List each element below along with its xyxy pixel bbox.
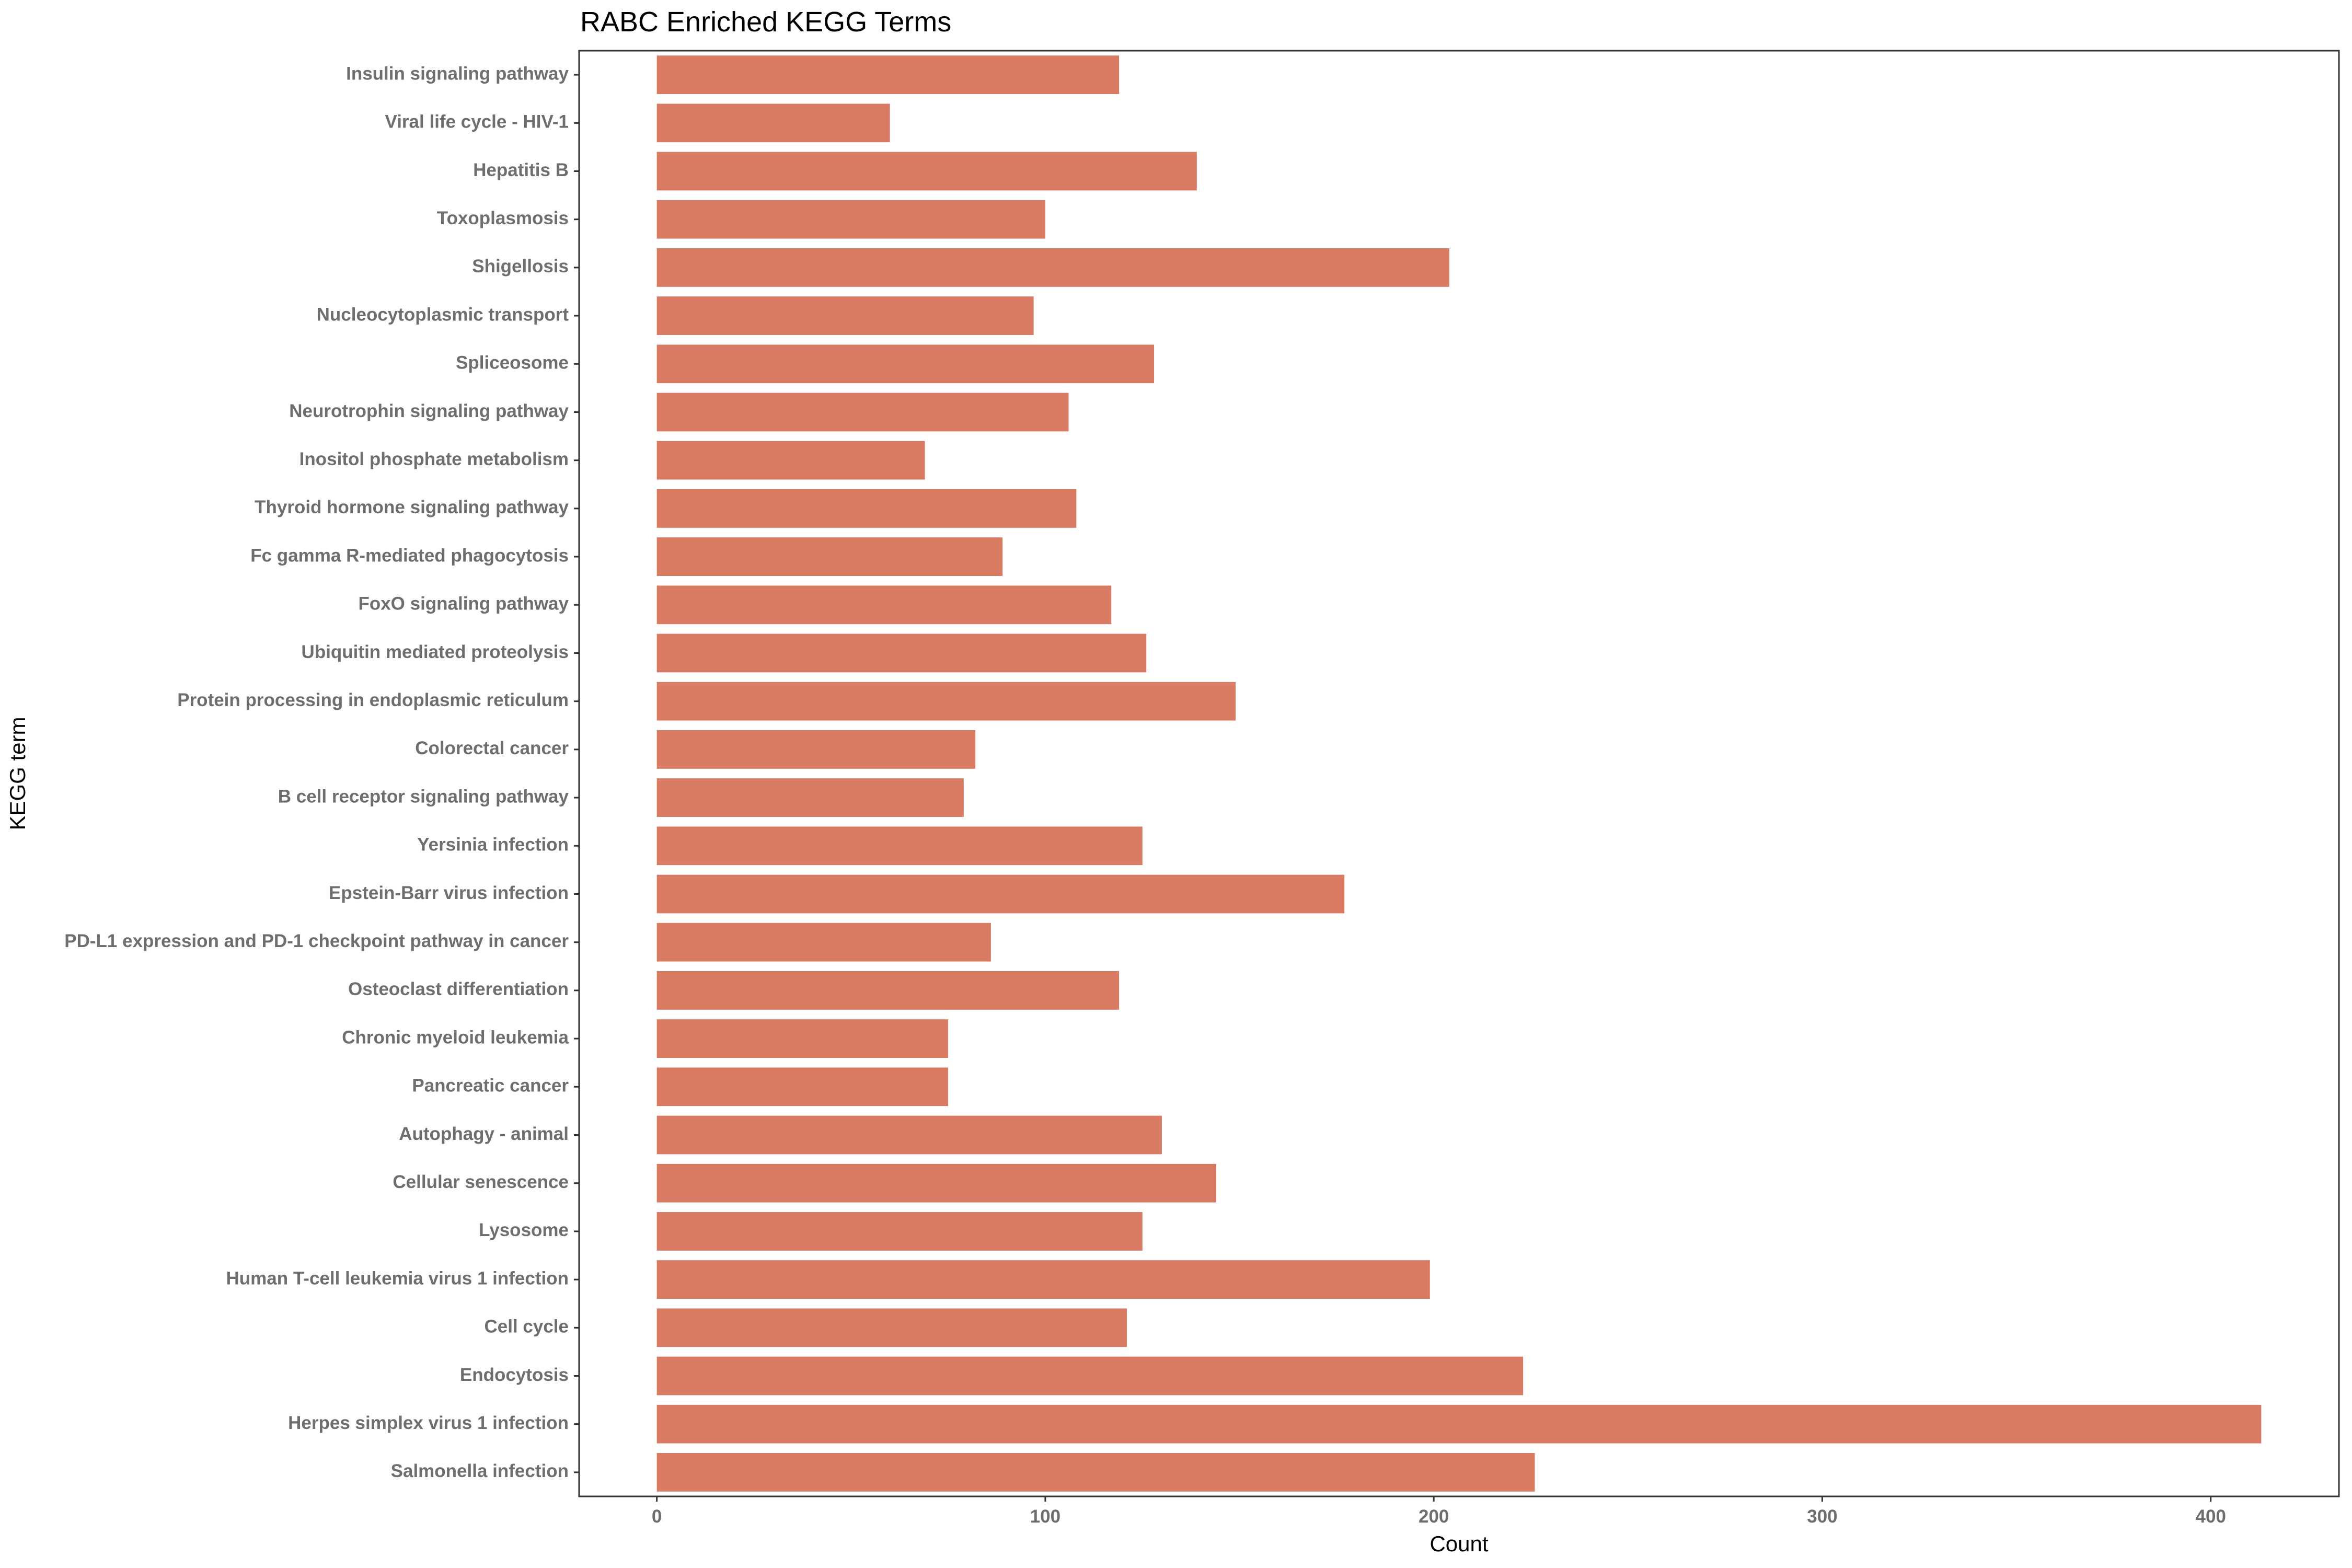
bar	[656, 537, 1003, 576]
bar	[656, 1163, 1216, 1203]
bar	[656, 152, 1197, 191]
bar	[656, 1067, 949, 1106]
bar	[656, 633, 1147, 673]
bar	[656, 489, 1077, 528]
bar	[656, 971, 1120, 1010]
y-tick-label: Osteoclast differentiation	[348, 979, 569, 999]
x-axis: 0 100 200 300 400	[652, 1496, 2226, 1527]
plot-panel	[578, 50, 2340, 1497]
bar	[656, 1212, 1143, 1251]
y-tick-label: Lysosome	[479, 1220, 569, 1240]
y-tick-label: PD-L1 expression and PD-1 checkpoint pat…	[64, 931, 569, 951]
bar	[656, 103, 890, 143]
y-axis: Insulin signaling pathway Viral life cycl…	[64, 63, 579, 1481]
bar	[656, 1260, 1430, 1299]
bar	[656, 296, 1034, 335]
y-tick-label: FoxO signaling pathway	[358, 594, 569, 614]
y-tick-label: Fc gamma R-mediated phagocytosis	[250, 545, 569, 566]
y-tick-label: Chronic myeloid leukemia	[342, 1027, 569, 1047]
x-tick-label: 200	[1419, 1506, 1449, 1527]
y-tick-label: Toxoplasmosis	[437, 208, 569, 228]
bar	[656, 248, 1449, 287]
x-axis-title: Count	[1429, 1531, 1488, 1556]
bar	[656, 344, 1155, 384]
bar	[656, 682, 1236, 721]
x-tick-label: 100	[1030, 1506, 1060, 1527]
bar	[656, 393, 1069, 432]
y-tick-label: Nucleocytoplasmic transport	[317, 304, 569, 325]
bar	[656, 1356, 1524, 1396]
y-tick-label: Yersinia infection	[417, 835, 569, 855]
y-tick-label: B cell receptor signaling pathway	[278, 786, 569, 806]
bar	[656, 730, 976, 769]
bar	[656, 778, 964, 817]
y-tick-label: Herpes simplex virus 1 infection	[288, 1413, 569, 1433]
x-tick-label: 0	[652, 1506, 662, 1527]
bar	[656, 441, 925, 480]
y-tick-label: Thyroid hormone signaling pathway	[255, 497, 569, 517]
y-tick-label: Protein processing in endoplasmic reticu…	[177, 690, 569, 710]
bar	[656, 55, 1120, 94]
y-tick-label: Insulin signaling pathway	[346, 63, 569, 84]
y-tick-label: Hepatitis B	[473, 160, 569, 180]
bar	[656, 923, 991, 962]
y-tick-label: Inositol phosphate metabolism	[299, 449, 569, 469]
y-tick-label: Spliceosome	[456, 353, 569, 373]
y-tick-label: Cellular senescence	[393, 1172, 569, 1192]
y-tick-label: Autophagy - animal	[399, 1124, 569, 1144]
bar	[656, 1308, 1127, 1347]
bar	[656, 1453, 1535, 1492]
x-tick-label: 400	[2196, 1506, 2226, 1527]
y-tick-label: Pancreatic cancer	[412, 1076, 569, 1096]
y-tick-label: Shigellosis	[472, 256, 569, 276]
y-tick-label: Cell cycle	[485, 1317, 569, 1337]
y-tick-label: Ubiquitin mediated proteolysis	[302, 642, 569, 662]
y-tick-label: Endocytosis	[460, 1365, 569, 1385]
y-tick-label: Human T-cell leukemia virus 1 infection	[226, 1268, 569, 1288]
y-tick-label: Colorectal cancer	[415, 738, 569, 758]
y-tick-label: Epstein-Barr virus infection	[329, 883, 569, 903]
chart-title: RABC Enriched KEGG Terms	[580, 6, 951, 38]
bars-layer	[656, 55, 2262, 1492]
bar	[656, 826, 1143, 866]
bar	[656, 200, 1045, 239]
bar	[656, 585, 1112, 625]
y-tick-label: Viral life cycle - HIV-1	[385, 112, 569, 132]
bar	[656, 1019, 949, 1058]
bar	[656, 1404, 2262, 1444]
bar	[656, 874, 1345, 914]
y-tick-label: Salmonella infection	[391, 1461, 569, 1481]
y-tick-label: Neurotrophin signaling pathway	[289, 401, 569, 421]
x-tick-label: 300	[1807, 1506, 1837, 1527]
y-axis-title: KEGG term	[5, 717, 30, 830]
bar	[656, 1115, 1162, 1155]
